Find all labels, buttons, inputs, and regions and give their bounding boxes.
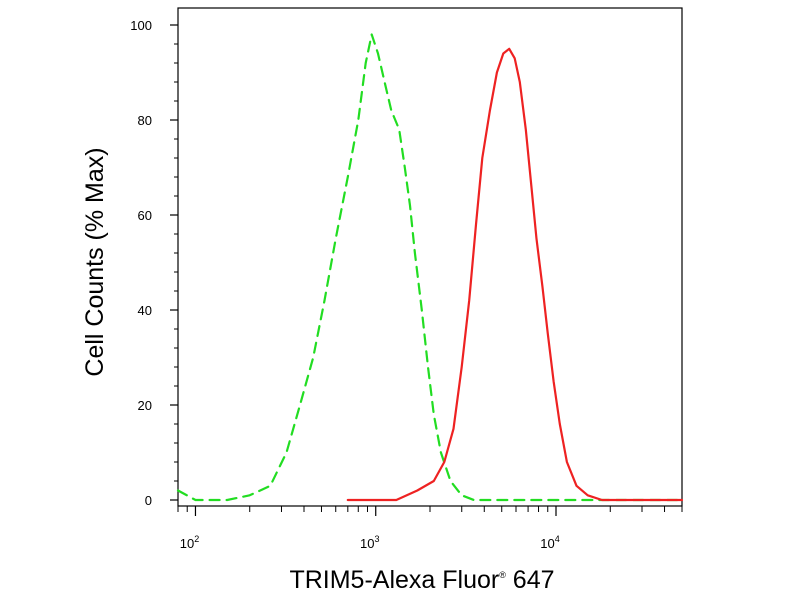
x-tick-label: 102 [180, 534, 199, 551]
y-axis-title: Cell Counts (% Max) [81, 147, 109, 376]
y-tick-label: 20 [138, 398, 152, 413]
plot-frame [177, 7, 683, 507]
x-axis-title-tail: 647 [506, 566, 555, 594]
y-axis: 0 20 40 60 80 100 [130, 18, 178, 508]
y-tick-label: 100 [130, 18, 152, 33]
x-axis-title-main: TRIM5-Alexa Fluor [289, 566, 499, 594]
x-axis-title: TRIM5-Alexa Fluor® 647 [289, 566, 554, 594]
y-tick-label: 40 [138, 303, 152, 318]
series-line-2 [346, 47, 684, 502]
y-tick-label: 0 [145, 493, 152, 508]
x-axis-title-registered-mark: ® [499, 570, 506, 580]
x-axis: 102 103 104 [177, 506, 683, 551]
y-tick-label: 60 [138, 208, 152, 223]
x-tick-label: 103 [360, 534, 379, 551]
x-tick-label: 104 [540, 534, 559, 551]
y-tick-label: 80 [138, 113, 152, 128]
series-layer [176, 33, 684, 502]
series-line-1 [176, 33, 684, 502]
